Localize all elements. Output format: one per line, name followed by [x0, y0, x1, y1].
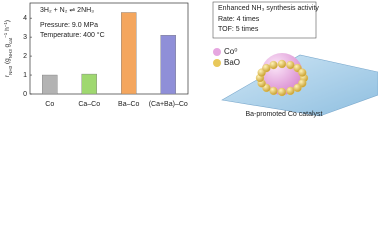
- y-axis-label: rNH3 (gNH3 gcat−1 h−1): [3, 20, 13, 77]
- y-tick-label: 1: [23, 72, 27, 79]
- bao-particle: [286, 60, 295, 70]
- legend-marker: [213, 59, 221, 67]
- y-tick-label: 4: [23, 15, 27, 22]
- box-text: TOF: 5 times: [218, 26, 259, 33]
- bao-particle: [298, 68, 307, 77]
- bao-particle: [269, 60, 278, 70]
- y-label-part: r: [4, 74, 11, 77]
- bar: [81, 73, 97, 95]
- x-tick-label: Ba–Co: [118, 101, 140, 108]
- legend-label: Co⁰: [224, 47, 237, 56]
- y-tick-label: 3: [23, 34, 27, 41]
- y-label-part: h: [4, 27, 11, 33]
- y-label-part: −1: [3, 22, 8, 28]
- bao-particle: [277, 59, 287, 69]
- bao-particle: [293, 83, 302, 93]
- y-label-part: ): [4, 20, 11, 22]
- y-label-part: −1: [3, 32, 8, 38]
- illustration: Enhanced NH₃ synthesis activity Rate: 4 …: [212, 1, 378, 118]
- y-tick-label: 0: [23, 91, 27, 98]
- y-label-part: (g: [4, 58, 11, 66]
- bar: [121, 12, 137, 95]
- legend-marker: [213, 48, 221, 56]
- caption: Ba-promoted Co catalyst: [245, 111, 322, 118]
- legend-label: BaO: [224, 58, 240, 67]
- bar: [42, 74, 58, 95]
- bao-particles: [255, 59, 309, 97]
- info-box: [212, 1, 317, 39]
- annotation: Pressure: 9.0 MPa: [40, 22, 98, 29]
- bao-particle: [262, 63, 271, 73]
- x-tick-label: (Ca+Ba)–Co: [149, 101, 188, 108]
- y-label-part: NH3: [8, 49, 13, 58]
- bao-particle: [269, 86, 278, 96]
- bao-particle: [277, 87, 287, 97]
- box-text: Enhanced NH₃ synthesis activity: [218, 5, 319, 12]
- y-label-part: g: [4, 43, 11, 49]
- bao-particle: [286, 86, 295, 96]
- y-label-part: cat: [8, 37, 13, 44]
- annotation: 3H₂ + N₂ ⇌ 2NH₃: [40, 7, 94, 14]
- box-text: Rate: 4 times: [218, 16, 260, 23]
- annotation: Temperature: 400 °C: [40, 31, 105, 39]
- y-label-part: NH3: [8, 65, 13, 74]
- x-tick-label: Ca–Co: [78, 101, 100, 108]
- y-tick-label: 2: [23, 53, 27, 60]
- x-tick-label: Co: [45, 101, 54, 108]
- plot-frame: [29, 2, 189, 95]
- bar: [160, 35, 176, 95]
